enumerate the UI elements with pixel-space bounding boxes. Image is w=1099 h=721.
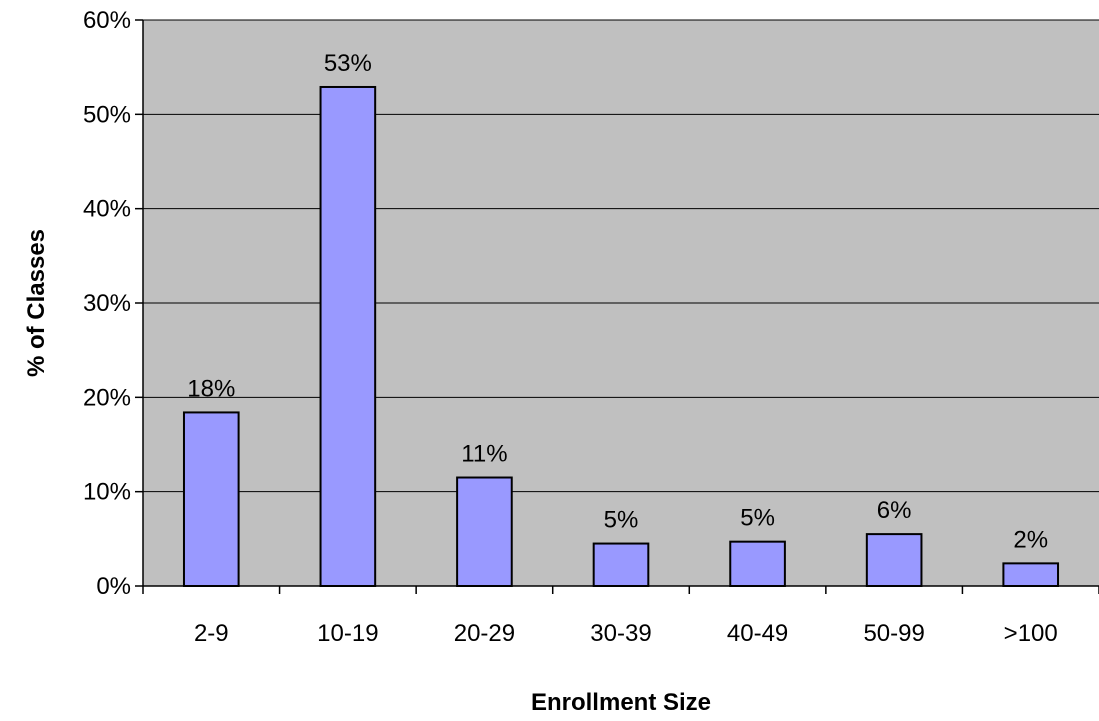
y-tick-label: 60%: [83, 7, 131, 34]
x-tick-label: 20-29: [454, 620, 515, 647]
bar: [456, 476, 513, 587]
y-tick-label: 50%: [83, 101, 131, 128]
bar: [182, 411, 240, 587]
y-tick-label: 30%: [83, 290, 131, 317]
x-tick-label: 10-19: [317, 620, 378, 647]
bar: [319, 85, 377, 588]
bars: [182, 85, 1060, 588]
y-tick-label: 0%: [96, 573, 131, 600]
bar-value-label: 6%: [877, 497, 912, 524]
x-axis-title: Enrollment Size: [531, 689, 711, 716]
bar: [1002, 562, 1060, 587]
x-tick-label: 30-39: [590, 620, 651, 647]
bar-value-label: 5%: [604, 507, 639, 534]
y-axis-ticks: 0% 10% 20% 30% 40% 50% 60%: [83, 7, 143, 600]
data-labels: 18% 53% 11% 5% 5% 6% 2%: [187, 50, 1048, 553]
x-axis-ticks: 2-9 10-19 20-29 30-39 40-49 50-99 >100: [142, 586, 1099, 647]
gridlines: [143, 19, 1099, 493]
bar-value-label: 2%: [1013, 526, 1048, 553]
bar: [729, 540, 786, 587]
bar-value-label: 5%: [740, 505, 775, 532]
bar: [592, 542, 650, 587]
x-tick-label: 50-99: [863, 620, 924, 647]
x-tick-label: 2-9: [194, 620, 229, 647]
bar-value-label: 18%: [187, 375, 235, 402]
y-tick-label: 10%: [83, 479, 131, 506]
x-tick-label: >100: [1004, 620, 1058, 647]
x-tick-label: 40-49: [727, 620, 788, 647]
y-tick-label: 40%: [83, 196, 131, 223]
bar-value-label: 53%: [324, 50, 372, 77]
bar: [865, 533, 923, 587]
y-tick-label: 20%: [83, 384, 131, 411]
bar-value-label: 11%: [461, 441, 507, 468]
y-axis-title: % of Classes: [23, 229, 50, 377]
